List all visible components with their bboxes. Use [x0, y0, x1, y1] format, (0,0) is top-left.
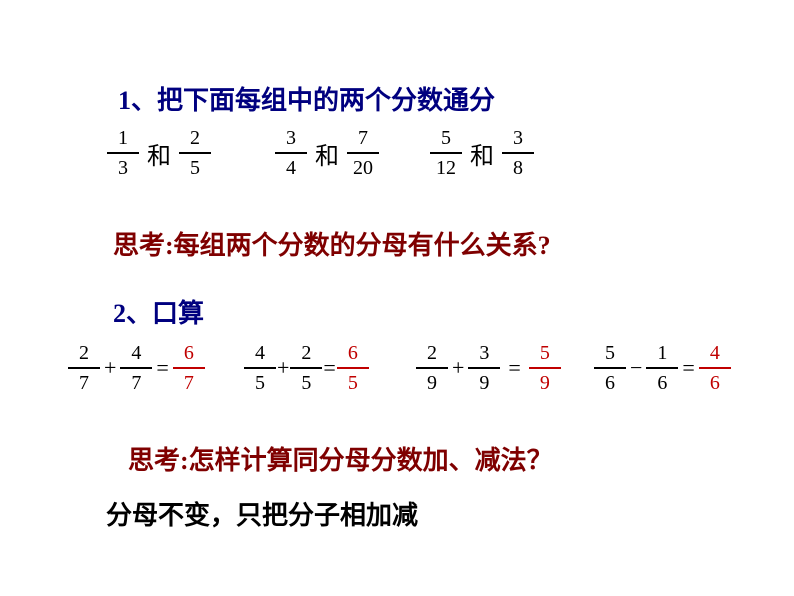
fraction: 2 5: [290, 343, 322, 393]
section1-title: 1、把下面每组中的两个分数通分: [118, 80, 495, 117]
numerator: 4: [255, 343, 265, 367]
fraction: 4 5: [244, 343, 276, 393]
operator: +: [104, 355, 116, 381]
join-text: 和: [315, 136, 339, 171]
denominator: 5: [348, 369, 358, 393]
section2-think: 思考:怎样计算同分母分数加、减法？: [128, 440, 553, 477]
denominator: 9: [540, 369, 550, 393]
fraction: 3 9: [468, 343, 500, 393]
denominator: 6: [657, 369, 667, 393]
section2-answer: 分母不变，只把分子相加减: [106, 495, 418, 532]
denominator: 5: [301, 369, 311, 393]
numerator: 6: [348, 343, 358, 367]
numerator: 7: [358, 128, 368, 152]
fraction: 7 20: [347, 128, 379, 178]
denominator: 6: [710, 369, 720, 393]
fraction-group-3: 5 12 和 3 8: [430, 128, 534, 178]
result-fraction: 5 9: [529, 343, 561, 393]
denominator: 6: [605, 369, 615, 393]
numerator: 1: [657, 343, 667, 367]
denominator: 7: [184, 369, 194, 393]
fraction: 3 8: [502, 128, 534, 178]
equals: =: [323, 355, 335, 381]
problem-3: 2 9 + 3 9 = 5 9: [416, 343, 561, 393]
fraction-group-2: 3 4 和 7 20: [275, 128, 379, 178]
operator: −: [630, 355, 642, 381]
operator: +: [452, 355, 464, 381]
fraction: 5 12: [430, 128, 462, 178]
numerator: 5: [540, 343, 550, 367]
denominator: 7: [131, 369, 141, 393]
fraction: 5 6: [594, 343, 626, 393]
join-text: 和: [470, 136, 494, 171]
numerator: 5: [441, 128, 451, 152]
section2-title: 2、口算: [113, 293, 204, 330]
join-text: 和: [147, 136, 171, 171]
result-fraction: 4 6: [699, 343, 731, 393]
fraction-group-1: 1 3 和 2 5: [107, 128, 211, 178]
denominator: 9: [479, 369, 489, 393]
numerator: 3: [286, 128, 296, 152]
equals: =: [508, 355, 520, 381]
numerator: 2: [79, 343, 89, 367]
problem-2: 4 5 + 2 5 = 6 5: [244, 343, 369, 393]
numerator: 3: [513, 128, 523, 152]
numerator: 3: [479, 343, 489, 367]
operator: +: [277, 355, 289, 381]
fraction: 2 9: [416, 343, 448, 393]
result-fraction: 6 5: [337, 343, 369, 393]
denominator: 8: [513, 154, 523, 178]
problem-1: 2 7 + 4 7 = 6 7: [68, 343, 205, 393]
numerator: 4: [131, 343, 141, 367]
denominator: 5: [255, 369, 265, 393]
fraction: 3 4: [275, 128, 307, 178]
equals: =: [682, 355, 694, 381]
numerator: 2: [301, 343, 311, 367]
fraction: 4 7: [120, 343, 152, 393]
numerator: 1: [118, 128, 128, 152]
denominator: 9: [427, 369, 437, 393]
section1-think: 思考:每组两个分数的分母有什么关系?: [113, 225, 551, 262]
result-fraction: 6 7: [173, 343, 205, 393]
problem-4: 5 6 − 1 6 = 4 6: [594, 343, 731, 393]
fraction: 1 6: [646, 343, 678, 393]
denominator: 12: [436, 154, 456, 178]
fraction: 2 5: [179, 128, 211, 178]
fraction: 1 3: [107, 128, 139, 178]
denominator: 5: [190, 154, 200, 178]
denominator: 4: [286, 154, 296, 178]
denominator: 7: [79, 369, 89, 393]
denominator: 20: [353, 154, 373, 178]
numerator: 2: [427, 343, 437, 367]
numerator: 6: [184, 343, 194, 367]
numerator: 5: [605, 343, 615, 367]
equals: =: [156, 355, 168, 381]
numerator: 2: [190, 128, 200, 152]
denominator: 3: [118, 154, 128, 178]
fraction: 2 7: [68, 343, 100, 393]
numerator: 4: [710, 343, 720, 367]
